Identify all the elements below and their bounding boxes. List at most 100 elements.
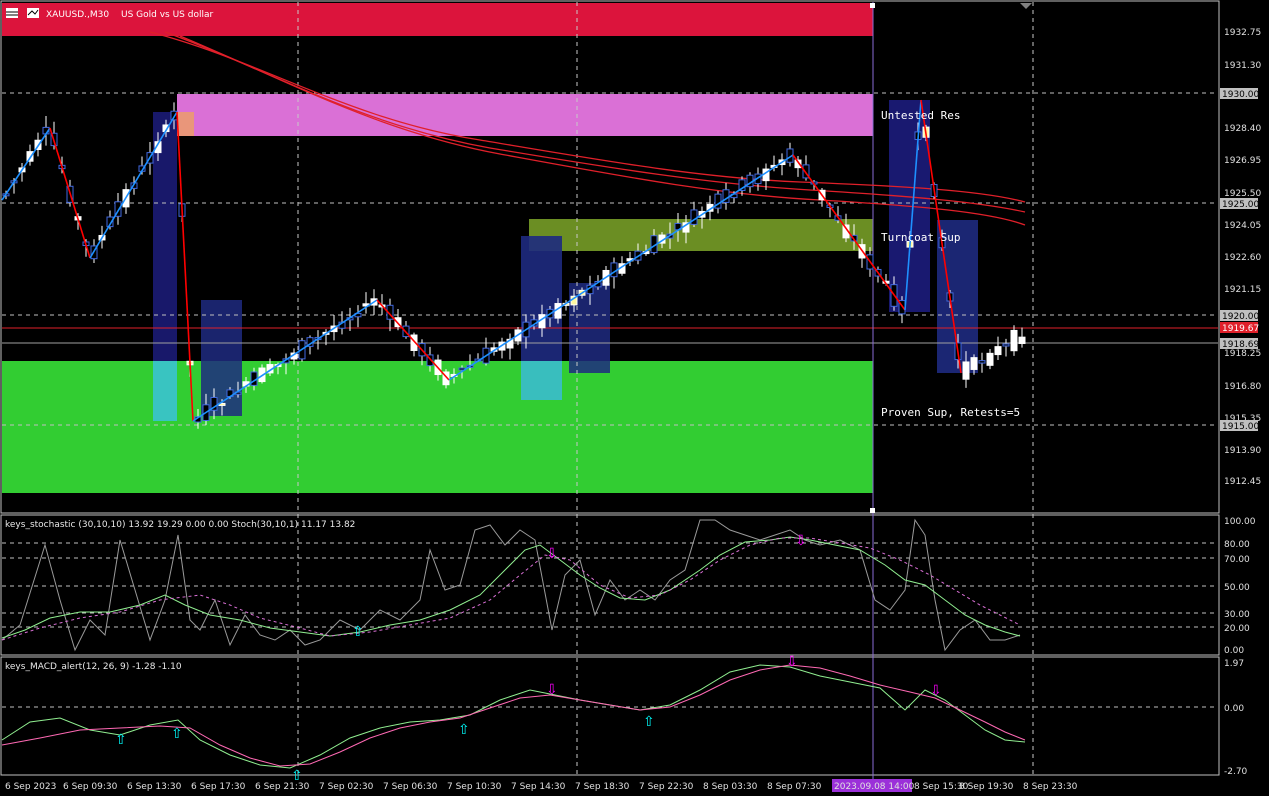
vertical-grid bbox=[297, 2, 1034, 774]
price-label: 1913.90 bbox=[1224, 446, 1261, 456]
stoch-level: 100.00 bbox=[1224, 517, 1256, 527]
candle-body bbox=[426, 354, 434, 367]
stochastic-title: keys_stochastic (30,10,10) 13.92 19.29 0… bbox=[5, 520, 355, 530]
price-tags: 1930.00 1925.00 1920.00 1919.67 1918.69 … bbox=[1220, 88, 1259, 432]
stochastic-indicator: keys_stochastic (30,10,10) 13.92 19.29 0… bbox=[1, 517, 1256, 656]
stochastic-dash-line bbox=[1, 537, 1021, 641]
time-label: 8 Sep 07:30 bbox=[767, 782, 822, 792]
time-label: 6 Sep 17:30 bbox=[191, 782, 246, 792]
price-tag-text: 1920.00 bbox=[1222, 312, 1259, 322]
macd-sell-arrow-icon: ⇩ bbox=[546, 681, 558, 697]
time-label: 8 Sep 23:30 bbox=[1023, 782, 1078, 792]
candle-body bbox=[1018, 336, 1026, 344]
price-label: 1915.35 bbox=[1224, 414, 1261, 424]
ask-price-text: 1918.69 bbox=[1222, 340, 1259, 350]
candle-body bbox=[962, 361, 970, 380]
price-tag bbox=[1220, 88, 1258, 99]
price-tag-text: 1915.00 bbox=[1222, 422, 1259, 432]
price-label: 1925.50 bbox=[1224, 189, 1261, 199]
highlight-box bbox=[153, 361, 177, 421]
time-label: 7 Sep 06:30 bbox=[383, 782, 438, 792]
stochastic-signal-line bbox=[1, 536, 1021, 639]
stoch-level: 20.00 bbox=[1224, 624, 1250, 634]
time-label: 7 Sep 18:30 bbox=[575, 782, 630, 792]
stoch-sell-arrow-icon: ⇩ bbox=[795, 532, 807, 548]
crosshair-handle[interactable] bbox=[870, 508, 875, 513]
price-label: 1931.30 bbox=[1224, 61, 1261, 71]
ask-price-tag bbox=[1220, 338, 1258, 349]
candle-body bbox=[690, 209, 698, 225]
candle-body bbox=[114, 201, 122, 217]
stoch-level: 50.00 bbox=[1224, 583, 1250, 593]
proven-sup-label: Proven Sup, Retests=5 bbox=[881, 406, 1020, 419]
time-label: 6 Sep 09:30 bbox=[63, 782, 118, 792]
bid-price-tag bbox=[1220, 322, 1258, 333]
price-label: 1926.95 bbox=[1224, 156, 1261, 166]
price-tag-text: 1925.00 bbox=[1222, 200, 1259, 210]
candle-body bbox=[986, 352, 994, 366]
candle-body bbox=[210, 396, 218, 411]
macd-title: keys_MACD_alert(12, 26, 9) -1.28 -1.10 bbox=[5, 662, 182, 672]
macd-buy-arrow-icon: ⇧ bbox=[115, 731, 127, 747]
time-label: 8 Sep 15:30 bbox=[914, 782, 969, 792]
price-label: 1924.05 bbox=[1224, 221, 1261, 231]
time-label: 6 Sep 2023 bbox=[5, 782, 56, 792]
macd-buy-arrow-icon: ⇧ bbox=[643, 713, 655, 729]
chart-description: US Gold vs US dollar bbox=[121, 10, 213, 20]
macd-signal-line bbox=[1, 664, 1026, 767]
macd-level: 0.00 bbox=[1224, 704, 1244, 714]
window-icon[interactable] bbox=[27, 8, 39, 18]
stoch-buy-arrow-icon: ⇧ bbox=[352, 623, 364, 639]
crosshair-time-label: 2023.09.08 14:00 bbox=[834, 782, 915, 792]
price-label: 1918.25 bbox=[1224, 349, 1261, 359]
candle-body bbox=[106, 216, 114, 228]
stoch-sell-arrow-icon: ⇩ bbox=[546, 545, 558, 561]
highlight-box bbox=[201, 300, 242, 416]
candle-body bbox=[410, 334, 418, 351]
macd-main-line bbox=[1, 664, 1026, 769]
turncoat-sup-label: Turncoat Sup bbox=[881, 231, 960, 244]
macd-panel[interactable] bbox=[0, 656, 1220, 776]
moving-averages bbox=[149, 31, 1026, 226]
turncoat-sup-zone bbox=[529, 219, 873, 251]
time-label: 7 Sep 14:30 bbox=[511, 782, 566, 792]
price-tag-text: 1930.00 bbox=[1222, 90, 1259, 100]
crosshair-handle[interactable] bbox=[870, 3, 875, 8]
candle-body bbox=[1002, 343, 1010, 347]
macd-level: -2.70 bbox=[1224, 767, 1248, 777]
highlight-box bbox=[177, 112, 194, 136]
candle-body bbox=[978, 360, 986, 364]
bid-price-text: 1919.67 bbox=[1222, 324, 1259, 334]
candle-body bbox=[442, 371, 450, 386]
candle-body bbox=[738, 179, 746, 191]
macd-buy-arrow-icon: ⇧ bbox=[291, 767, 303, 783]
level-lines bbox=[2, 92, 1218, 426]
stochastic-main-line bbox=[1, 518, 1021, 652]
stochastic-panel[interactable] bbox=[0, 514, 1220, 656]
stoch-level: 70.00 bbox=[1224, 555, 1250, 565]
price-label: 1928.40 bbox=[1224, 124, 1261, 134]
candle-body bbox=[154, 141, 162, 154]
price-label: 1912.45 bbox=[1224, 477, 1261, 487]
stochastic-levels: 100.00 80.00 70.00 50.00 30.00 20.00 0.0… bbox=[1224, 517, 1256, 656]
candle-body bbox=[714, 193, 722, 209]
macd-buy-arrow-icon: ⇧ bbox=[171, 725, 183, 741]
time-label: 7 Sep 02:30 bbox=[319, 782, 374, 792]
time-label: 6 Sep 21:30 bbox=[255, 782, 310, 792]
zigzag-lines bbox=[1, 99, 962, 422]
price-label: 1922.60 bbox=[1224, 253, 1261, 263]
shift-marker-icon[interactable] bbox=[1020, 3, 1032, 9]
chart-menu-icon[interactable] bbox=[6, 8, 18, 18]
untested-res-zone bbox=[177, 94, 873, 136]
time-label: 8 Sep 03:30 bbox=[703, 782, 758, 792]
untested-res-label: Untested Res bbox=[881, 109, 960, 122]
macd-indicator: keys_MACD_alert(12, 26, 9) -1.28 -1.10 1… bbox=[1, 653, 1248, 783]
macd-sell-arrow-icon: ⇩ bbox=[786, 653, 798, 669]
time-axis[interactable]: 6 Sep 2023 6 Sep 09:30 6 Sep 13:30 6 Sep… bbox=[5, 779, 1078, 792]
candle-body bbox=[794, 159, 802, 169]
resistance-zone bbox=[2, 3, 873, 36]
macd-buy-arrow-icon: ⇧ bbox=[458, 721, 470, 737]
price-axis[interactable]: 1932.75 1931.30 1928.40 1926.95 1925.50 … bbox=[1224, 28, 1261, 487]
macd-level: 1.97 bbox=[1224, 659, 1244, 669]
